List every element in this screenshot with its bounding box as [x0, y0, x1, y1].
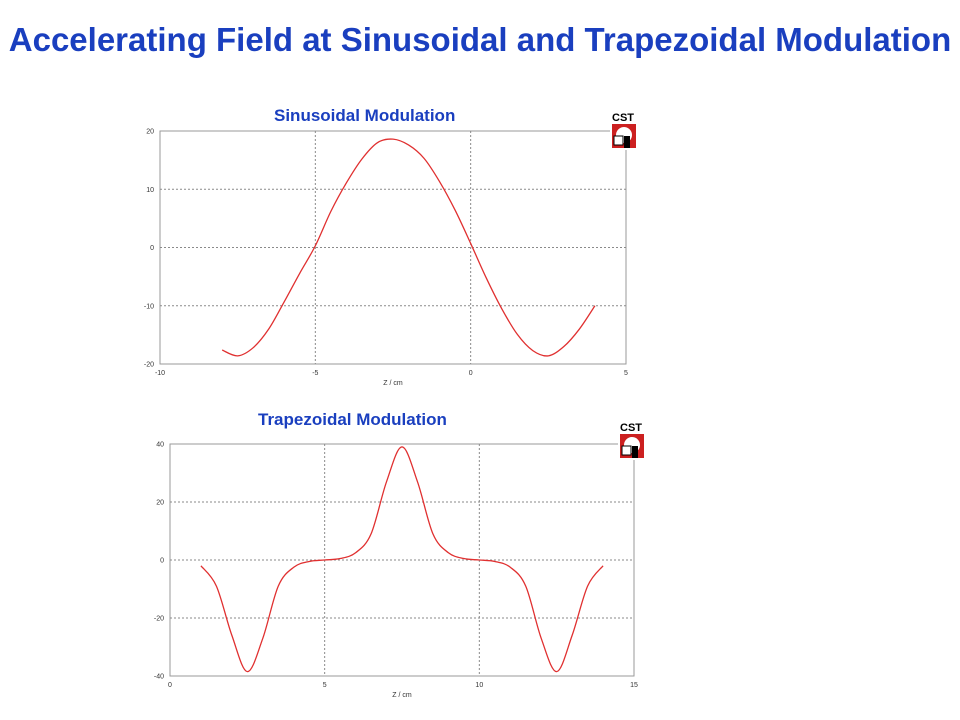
- chart2-title: Trapezoidal Modulation: [258, 410, 447, 429]
- svg-text:CST: CST: [620, 422, 642, 434]
- x-tick-label: 5: [624, 370, 628, 377]
- y-tick-label: 20: [146, 129, 154, 136]
- y-tick-label: 0: [150, 245, 154, 252]
- slide-title: Accelerating Field at Sinusoidal and Tra…: [8, 21, 952, 58]
- y-tick-label: 40: [156, 442, 164, 449]
- svg-text:CST: CST: [612, 112, 634, 124]
- series-line: [200, 446, 604, 673]
- x-axis-label: Z / cm: [383, 380, 403, 387]
- cst-logo-icon: CST: [618, 420, 648, 460]
- x-tick-label: 0: [469, 370, 473, 377]
- y-tick-label: 20: [156, 500, 164, 507]
- x-tick-label: 15: [630, 682, 638, 689]
- x-tick-label: 5: [323, 682, 327, 689]
- x-tick-label: 10: [475, 682, 483, 689]
- x-axis-label: Z / cm: [392, 692, 412, 699]
- y-tick-label: -20: [144, 362, 154, 369]
- y-tick-label: -40: [154, 674, 164, 681]
- x-tick-label: -5: [312, 370, 318, 377]
- x-tick-label: 0: [168, 682, 172, 689]
- y-tick-label: 0: [160, 558, 164, 565]
- y-tick-label: -10: [144, 303, 154, 310]
- chart1-title: Sinusoidal Modulation: [274, 106, 456, 125]
- series-line: [221, 138, 596, 357]
- x-tick-label: -10: [155, 370, 165, 377]
- y-tick-label: 10: [146, 187, 154, 194]
- cst-logo-icon: CST: [610, 110, 640, 150]
- y-tick-label: -20: [154, 616, 164, 623]
